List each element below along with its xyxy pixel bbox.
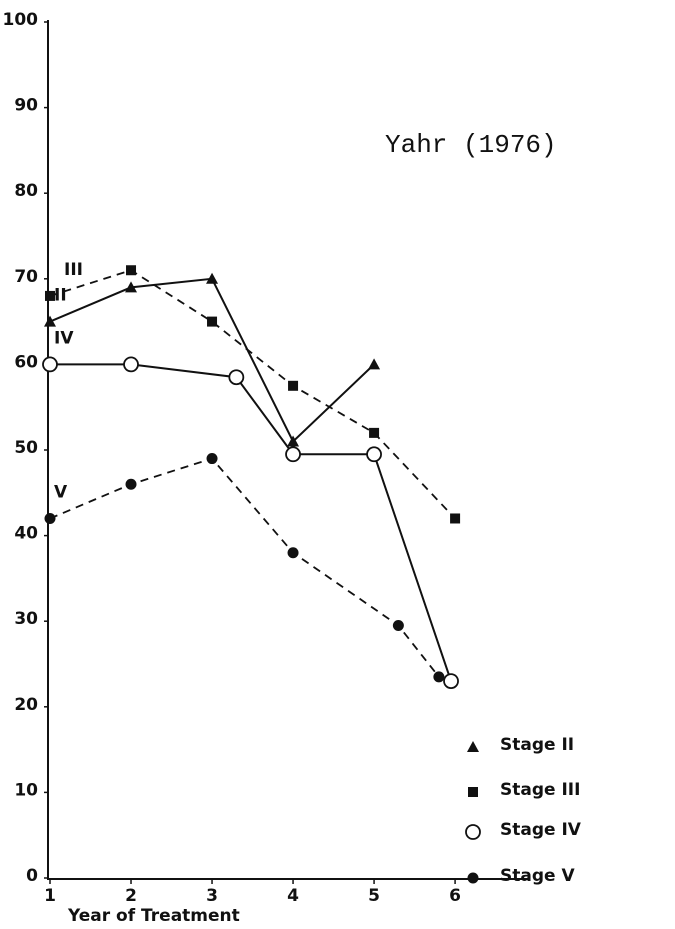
marker-triangle — [368, 358, 381, 370]
marker-circle — [206, 453, 218, 465]
legend-marker — [465, 824, 481, 840]
marker-open-circle — [228, 369, 245, 386]
marker-circle — [287, 547, 299, 559]
marker-triangle — [44, 315, 56, 327]
marker-circle — [125, 478, 137, 490]
series-label: II — [54, 286, 67, 306]
series-line — [49, 269, 456, 520]
marker-open-circle — [366, 446, 382, 463]
marker-square — [207, 316, 218, 327]
y-tick-label: 20 — [14, 695, 38, 715]
marker-open-circle — [42, 356, 58, 373]
legend-marker — [468, 787, 478, 797]
series-label: III — [64, 260, 83, 280]
x-axis-label: Year of Treatment — [67, 906, 240, 926]
marker-triangle — [125, 281, 138, 293]
marker-square — [450, 513, 461, 524]
y-tick-label: 60 — [14, 352, 38, 372]
y-tick-label: 10 — [14, 780, 38, 800]
x-tick-label: 3 — [206, 886, 218, 906]
marker-circle — [433, 671, 445, 683]
marker-open-circle — [285, 446, 301, 463]
series-label: IV — [54, 328, 74, 348]
y-tick-label: 80 — [14, 181, 38, 201]
series-line — [49, 277, 375, 444]
series-label: V — [54, 482, 68, 502]
marker-circle — [392, 619, 404, 631]
x-tick-label: 6 — [449, 886, 461, 906]
marker-square — [126, 265, 137, 276]
y-tick-label: 30 — [14, 609, 38, 629]
series-line — [49, 457, 440, 678]
x-tick-label: 2 — [125, 886, 137, 906]
marker-square — [369, 427, 380, 438]
legend-label: Stage III — [500, 780, 580, 800]
marker-open-circle — [443, 673, 459, 690]
marker-square — [288, 380, 299, 391]
marker-circle — [44, 512, 56, 524]
marker-triangle — [206, 272, 219, 284]
y-tick-label: 50 — [14, 438, 38, 458]
y-tick-label: 40 — [14, 524, 38, 544]
y-tick-label: 100 — [3, 10, 39, 30]
legend-label: Stage V — [500, 866, 575, 886]
legend-label: Stage II — [500, 735, 574, 755]
legend-label: Stage IV — [500, 820, 582, 840]
x-tick-label: 5 — [368, 886, 380, 906]
x-tick-label: 1 — [44, 886, 56, 906]
marker-triangle — [287, 435, 300, 447]
x-tick-label: 4 — [287, 886, 299, 906]
y-tick-label: 90 — [14, 96, 38, 116]
y-tick-label: 70 — [14, 267, 38, 287]
legend-marker — [467, 741, 479, 752]
marker-open-circle — [123, 356, 139, 373]
marker-square — [45, 290, 55, 301]
series-line — [50, 363, 452, 682]
y-tick-label: 0 — [26, 866, 38, 886]
chart-title: Yahr (1976) — [385, 130, 557, 160]
legend-marker — [467, 872, 479, 884]
